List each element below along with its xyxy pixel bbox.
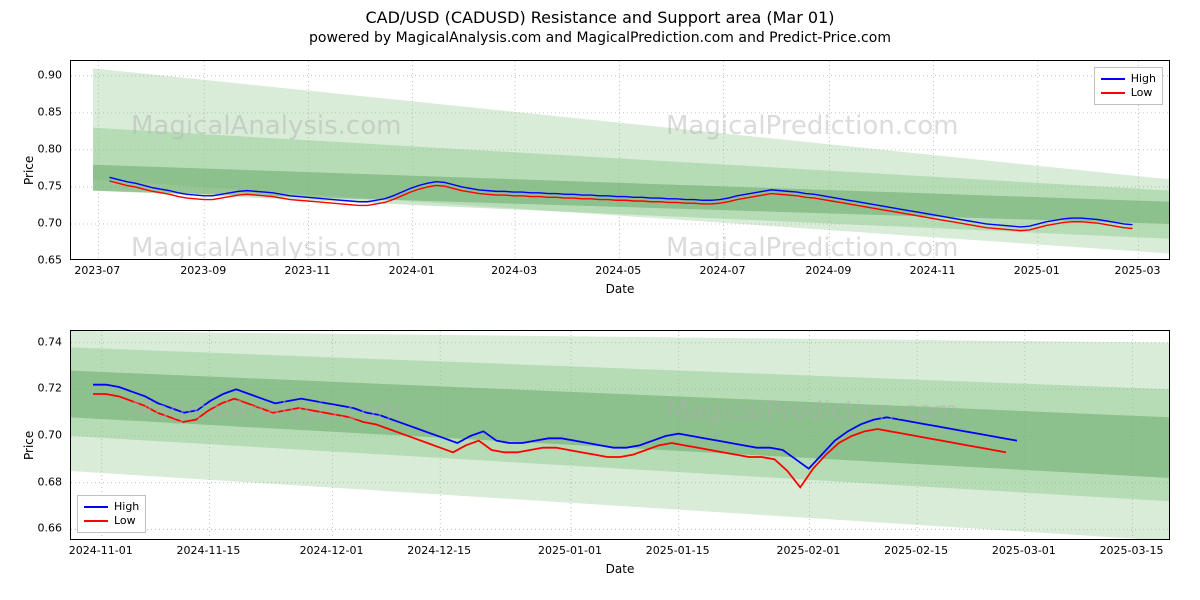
legend-label: High [1131, 72, 1156, 86]
legend-item: High [1101, 72, 1156, 86]
xtick-label: 2024-11 [910, 264, 956, 277]
xtick-label: 2024-11-15 [176, 544, 240, 557]
legend-swatch [1101, 78, 1125, 80]
figure-subtitle: powered by MagicalAnalysis.com and Magic… [0, 30, 1200, 46]
top-xlabel: Date [70, 282, 1170, 296]
xtick-label: 2025-02-15 [884, 544, 948, 557]
xtick-label: 2025-03 [1115, 264, 1161, 277]
bottom-legend: HighLow [77, 495, 146, 533]
top-ylabel: Price [22, 156, 36, 185]
legend-swatch [1101, 92, 1125, 94]
xtick-label: 2024-11-01 [69, 544, 133, 557]
legend-label: Low [114, 514, 136, 528]
xtick-label: 2024-01 [389, 264, 435, 277]
legend-item: Low [84, 514, 139, 528]
top-legend: HighLow [1094, 67, 1163, 105]
top-chart: MagicalAnalysis.com MagicalPrediction.co… [70, 60, 1170, 260]
xtick-label: 2025-03-15 [1100, 544, 1164, 557]
bottom-svg [71, 331, 1169, 539]
xtick-label: 2025-01 [1014, 264, 1060, 277]
legend-item: High [84, 500, 139, 514]
xtick-label: 2024-12-01 [300, 544, 364, 557]
bottom-plot-area: MagicalAnalysis.com MagicalPrediction.co… [71, 331, 1169, 539]
figure: CAD/USD (CADUSD) Resistance and Support … [0, 0, 1200, 600]
legend-label: High [114, 500, 139, 514]
xtick-label: 2023-07 [74, 264, 120, 277]
top-plot-area: MagicalAnalysis.com MagicalPrediction.co… [71, 61, 1169, 259]
xtick-label: 2025-03-01 [992, 544, 1056, 557]
bottom-xlabel: Date [70, 562, 1170, 576]
xtick-label: 2023-09 [180, 264, 226, 277]
xtick-label: 2024-03 [491, 264, 537, 277]
bottom-ylabel: Price [22, 431, 36, 460]
xtick-label: 2024-09 [805, 264, 851, 277]
xtick-label: 2025-02-01 [776, 544, 840, 557]
xtick-label: 2024-07 [700, 264, 746, 277]
legend-swatch [84, 520, 108, 522]
legend-label: Low [1131, 86, 1153, 100]
xtick-label: 2024-12-15 [407, 544, 471, 557]
xtick-label: 2025-01-15 [646, 544, 710, 557]
xtick-label: 2025-01-01 [538, 544, 602, 557]
legend-item: Low [1101, 86, 1156, 100]
xtick-label: 2024-05 [595, 264, 641, 277]
xtick-label: 2023-11 [284, 264, 330, 277]
legend-swatch [84, 506, 108, 508]
bottom-chart: MagicalAnalysis.com MagicalPrediction.co… [70, 330, 1170, 540]
top-svg [71, 61, 1169, 259]
figure-title: CAD/USD (CADUSD) Resistance and Support … [0, 8, 1200, 27]
